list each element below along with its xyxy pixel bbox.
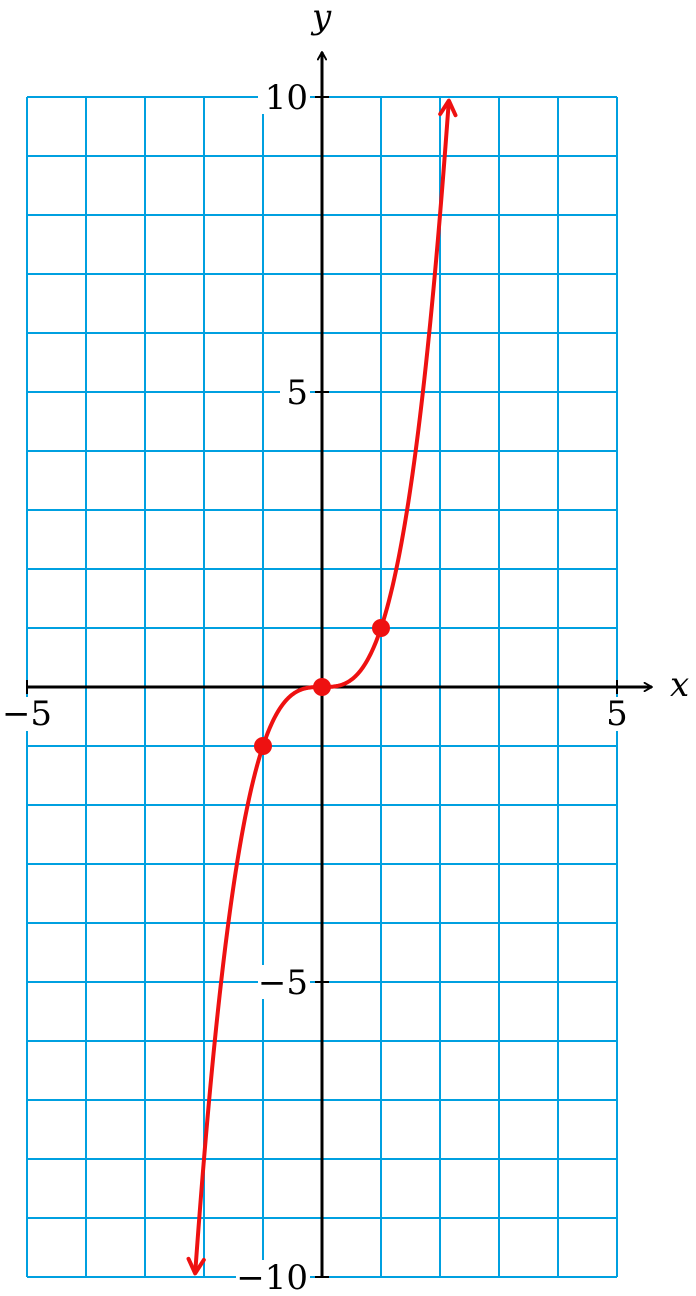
- y-tick-label-bg: [280, 375, 310, 409]
- x-tick-label-bg: [5, 697, 49, 731]
- y-tick-label: −10: [236, 1258, 308, 1296]
- curve-arrow-top: [438, 98, 458, 118]
- tick-labels: −5 5 10 5 −5 −10: [2, 78, 639, 1296]
- y-tick-label: −5: [258, 963, 308, 1003]
- data-point: [372, 619, 390, 637]
- y-tick-label: 10: [265, 78, 308, 118]
- y-tick-label: 5: [286, 373, 308, 413]
- curve-layer: [186, 98, 458, 1276]
- y-tick-label-bg: [258, 965, 310, 999]
- y-axis-label: y: [310, 0, 332, 37]
- data-point: [254, 737, 272, 755]
- x-axis-label: x: [670, 665, 689, 705]
- data-point: [313, 678, 331, 696]
- y-tick-label-bg: [258, 80, 310, 114]
- x-tick-label: −5: [2, 694, 52, 734]
- curve-arrow-bottom: [186, 1256, 206, 1276]
- x-tick-label-bg: [595, 697, 639, 731]
- x-tick-label: 5: [606, 694, 628, 734]
- y-tick-label-bg: [236, 1260, 310, 1294]
